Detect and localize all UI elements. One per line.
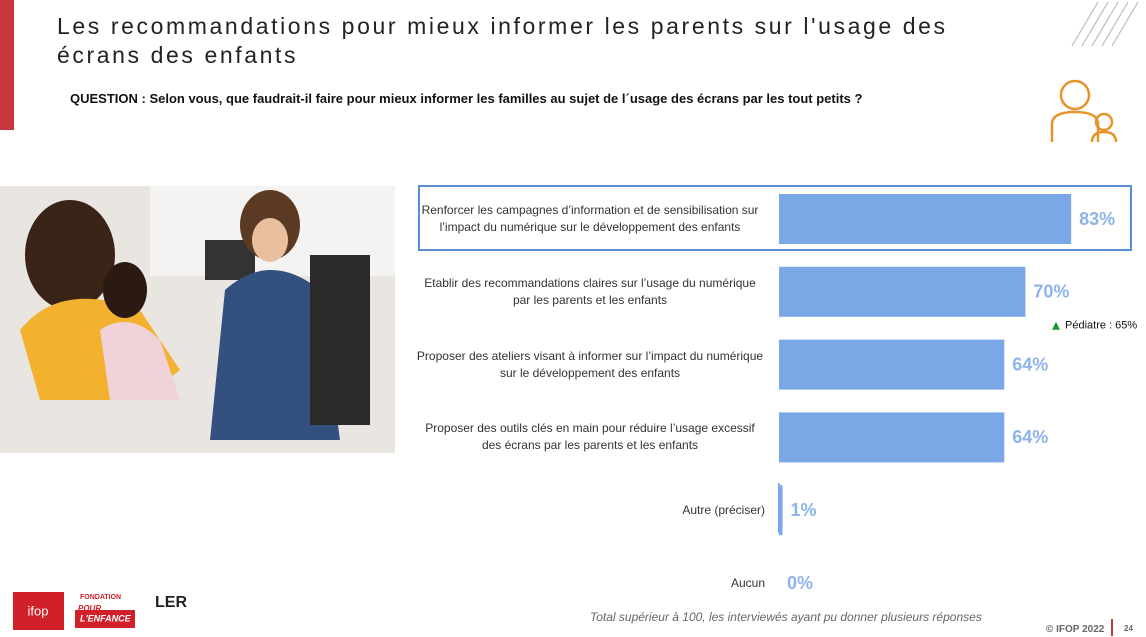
logo-ifop: ifop — [28, 603, 49, 618]
photo — [0, 186, 395, 453]
annotation: Pédiatre : 65% — [1065, 320, 1137, 332]
category-label: Proposer des outils clés en main pour ré… — [425, 421, 755, 453]
value-label: 64% — [1012, 427, 1048, 447]
logos: ifop FONDATION POUR L'ENFANCE LER — [13, 592, 187, 630]
logo-fondation: FONDATION — [80, 594, 121, 601]
title-line: Les recommandations pour mieux informer … — [57, 13, 948, 39]
bar — [779, 266, 1026, 317]
category-label: Etablir des recommandations claires sur … — [424, 275, 756, 307]
category-label: Autre (préciser) — [682, 502, 765, 517]
value-label: 83% — [1079, 209, 1115, 229]
annotation-marker — [1052, 321, 1060, 330]
value-label: 64% — [1012, 354, 1048, 374]
value-label: 70% — [1033, 282, 1069, 302]
page-number: 24 — [1124, 624, 1133, 633]
value-label: 1% — [791, 500, 817, 520]
category-label: Aucun — [730, 575, 765, 590]
copyright: © IFOP 2022 — [1046, 624, 1105, 635]
logo-pour: POUR — [78, 604, 101, 613]
title-line: écrans des enfants — [57, 42, 299, 68]
bar — [779, 412, 1005, 463]
doctor-icon — [1050, 79, 1118, 143]
accent-bar — [0, 0, 14, 130]
highlight-box — [418, 185, 1132, 251]
logo-enfance: L'ENFANCE — [80, 613, 132, 623]
decoration — [1071, 1, 1139, 47]
bar — [779, 194, 1072, 244]
logo-ler: LER — [155, 594, 187, 611]
question: QUESTION : Selon vous, que faudrait-il f… — [70, 91, 863, 106]
bar — [779, 485, 783, 536]
footnote: Total supérieur à 100, les interviewés a… — [590, 610, 982, 624]
value-label: 0% — [787, 573, 813, 593]
title: Les recommandations pour mieux informer … — [57, 12, 948, 70]
category-label: Renforcer les campagnes d’information et… — [421, 203, 759, 234]
bar — [779, 339, 1005, 390]
category-label: Proposer des ateliers visant à informer … — [416, 348, 764, 380]
